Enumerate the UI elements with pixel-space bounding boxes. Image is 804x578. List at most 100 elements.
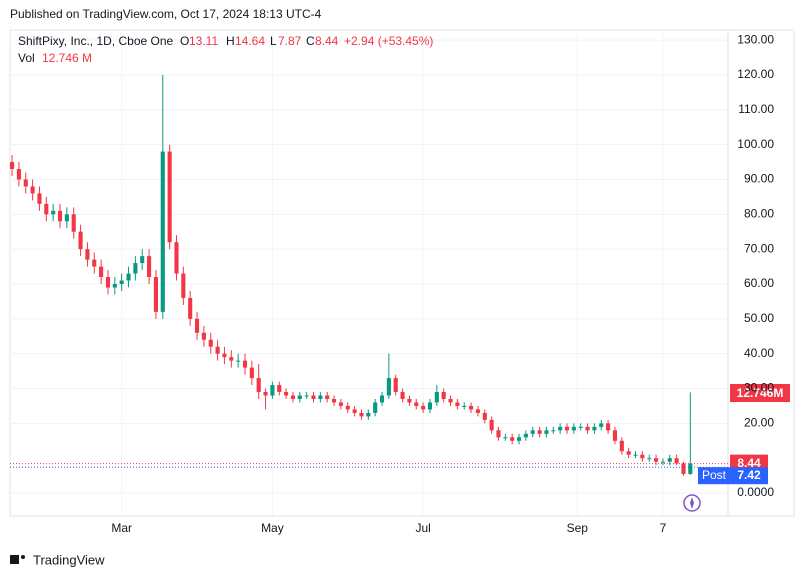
y-tick-label: 50.00: [744, 311, 774, 325]
x-tick-label: Mar: [111, 521, 132, 535]
candle-body: [414, 402, 419, 406]
candle-body: [654, 458, 659, 462]
candle-body: [99, 266, 104, 278]
candle-body: [599, 423, 604, 427]
candle-body: [510, 437, 515, 441]
candle-body: [23, 179, 28, 187]
candle-body: [647, 458, 652, 460]
candle-body: [126, 273, 131, 281]
candle-body: [427, 402, 433, 410]
candle-body: [133, 263, 138, 274]
y-tick-label: 90.00: [744, 172, 774, 186]
candle-body: [489, 419, 494, 431]
candle-body: [105, 277, 111, 288]
candle-body: [633, 454, 638, 456]
candle-body: [379, 395, 385, 403]
candle-body: [366, 412, 371, 417]
candle-body: [181, 273, 186, 298]
x-tick-label: May: [261, 521, 284, 535]
y-tick-label: 30.00: [744, 381, 774, 395]
candle-body: [441, 392, 446, 399]
candle-body: [311, 395, 316, 399]
candle-body: [64, 214, 69, 222]
y-tick-label: 60.00: [744, 276, 774, 290]
candle-body: [30, 186, 35, 194]
footer-logo: TradingView: [10, 552, 105, 567]
candle-body: [229, 357, 234, 361]
candle-body: [421, 405, 426, 410]
candle-body: [256, 378, 261, 393]
candle-body: [112, 283, 117, 288]
candle-body: [688, 463, 693, 474]
candle-body: [386, 378, 391, 396]
candle-body: [558, 426, 563, 431]
y-tick-label: 20.00: [744, 416, 774, 430]
o-value: 13.11: [189, 34, 218, 48]
candle-body: [208, 339, 213, 347]
candle-body: [592, 426, 597, 431]
candle-body: [263, 392, 268, 396]
candle-body: [606, 423, 611, 431]
candle-body: [393, 378, 398, 393]
candle-body: [544, 430, 549, 434]
symbol: ShiftPixy, Inc., 1D, Cboe One: [18, 34, 174, 48]
y-tick-label: 120.00: [737, 67, 774, 81]
candle-body: [270, 385, 275, 396]
candle-body: [551, 430, 556, 432]
candle-body: [92, 259, 97, 267]
candle-body: [16, 169, 21, 180]
candle-body: [585, 426, 590, 431]
candle-body: [530, 430, 535, 434]
candle-body: [304, 395, 309, 397]
h-value: 14.64: [235, 34, 265, 48]
candle-body: [660, 461, 665, 463]
candle-body: [674, 458, 679, 464]
x-tick-label: Sep: [567, 521, 589, 535]
y-tick-label: 0.0000: [737, 485, 774, 499]
candle-body: [147, 256, 152, 278]
candle-body: [455, 402, 460, 406]
candle-body: [338, 402, 343, 406]
post-label: Post: [702, 468, 727, 482]
candle-body: [194, 318, 200, 333]
logo-icon: [21, 555, 25, 559]
volume-badge-box: [730, 384, 790, 402]
candle-body: [44, 203, 49, 215]
candle-body: [564, 426, 570, 431]
candle-body: [140, 256, 145, 264]
candle-body: [626, 451, 631, 455]
event-icon-star: [690, 497, 694, 509]
candle-body: [222, 353, 227, 358]
vol-value: 12.746 M: [42, 51, 92, 65]
c-value: 8.44: [315, 34, 339, 48]
candle-body: [71, 214, 76, 232]
vol-label: Vol: [18, 51, 35, 65]
candle-body: [215, 346, 220, 354]
x-tick-label: Jul: [415, 521, 430, 535]
candle-body: [188, 297, 193, 319]
candle-body: [160, 151, 165, 312]
candle-body: [482, 412, 487, 420]
candle-body: [57, 210, 63, 222]
o-label: O: [180, 34, 189, 48]
candle-body: [78, 231, 83, 250]
candle-body: [448, 398, 453, 403]
legend: ShiftPixy, Inc., 1D, Cboe One O 13.11 H …: [18, 34, 433, 65]
candle-body: [332, 398, 337, 403]
post-price-label: 7.42: [737, 468, 761, 482]
candle-body: [119, 280, 124, 284]
l-label: L: [270, 34, 277, 48]
y-tick-label: 70.00: [744, 241, 774, 255]
y-tick-label: 110.00: [738, 102, 774, 116]
candle-body: [462, 405, 467, 407]
y-tick-label: 100.00: [737, 137, 774, 151]
candle-body: [516, 437, 522, 441]
published: Published on TradingView.com, Oct 17, 20…: [10, 7, 322, 21]
candle-body: [249, 367, 254, 379]
candle-body: [167, 151, 172, 243]
l-value: 7.87: [278, 34, 302, 48]
candle-body: [475, 409, 480, 413]
y-tick-label: 130.00: [737, 32, 774, 46]
candle-body: [503, 437, 508, 439]
